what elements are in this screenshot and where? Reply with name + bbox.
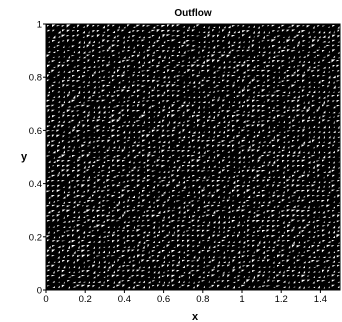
x-tick-label: 0.2: [79, 294, 92, 305]
y-axis-ticks: 0 0.2 0.4 0.6 0.8 1: [29, 20, 46, 297]
mesh-background: [46, 24, 340, 290]
plot-area: [45, 23, 341, 291]
x-tick-label: 1.2: [275, 294, 288, 305]
y-tick-label: 1: [37, 20, 42, 31]
x-tick-label: 1: [239, 294, 244, 305]
x-tick-label: 1.4: [314, 294, 327, 305]
y-tick-label: 0.2: [29, 232, 42, 243]
x-axis-label: x: [192, 311, 199, 322]
x-tick-label: 0.8: [196, 294, 209, 305]
y-tick-label: 0: [37, 286, 42, 297]
triangle-mesh: [46, 24, 340, 290]
x-tick-label: 0.6: [157, 294, 170, 305]
x-tick-label: 0.4: [118, 294, 131, 305]
mesh-cells: [46, 24, 340, 290]
plot-frame: [45, 23, 341, 291]
y-tick-label: 0.4: [29, 179, 42, 190]
y-tick-label: 0.8: [29, 73, 42, 84]
y-tick-label: 0.6: [29, 126, 42, 137]
x-axis-ticks: 0 0.2 0.4 0.6 0.8 1 1.2 1.4: [43, 290, 327, 305]
y-axis-label: y: [21, 151, 28, 163]
x-tick-label: 0: [43, 294, 48, 305]
chart-title: Outflow: [174, 8, 211, 19]
